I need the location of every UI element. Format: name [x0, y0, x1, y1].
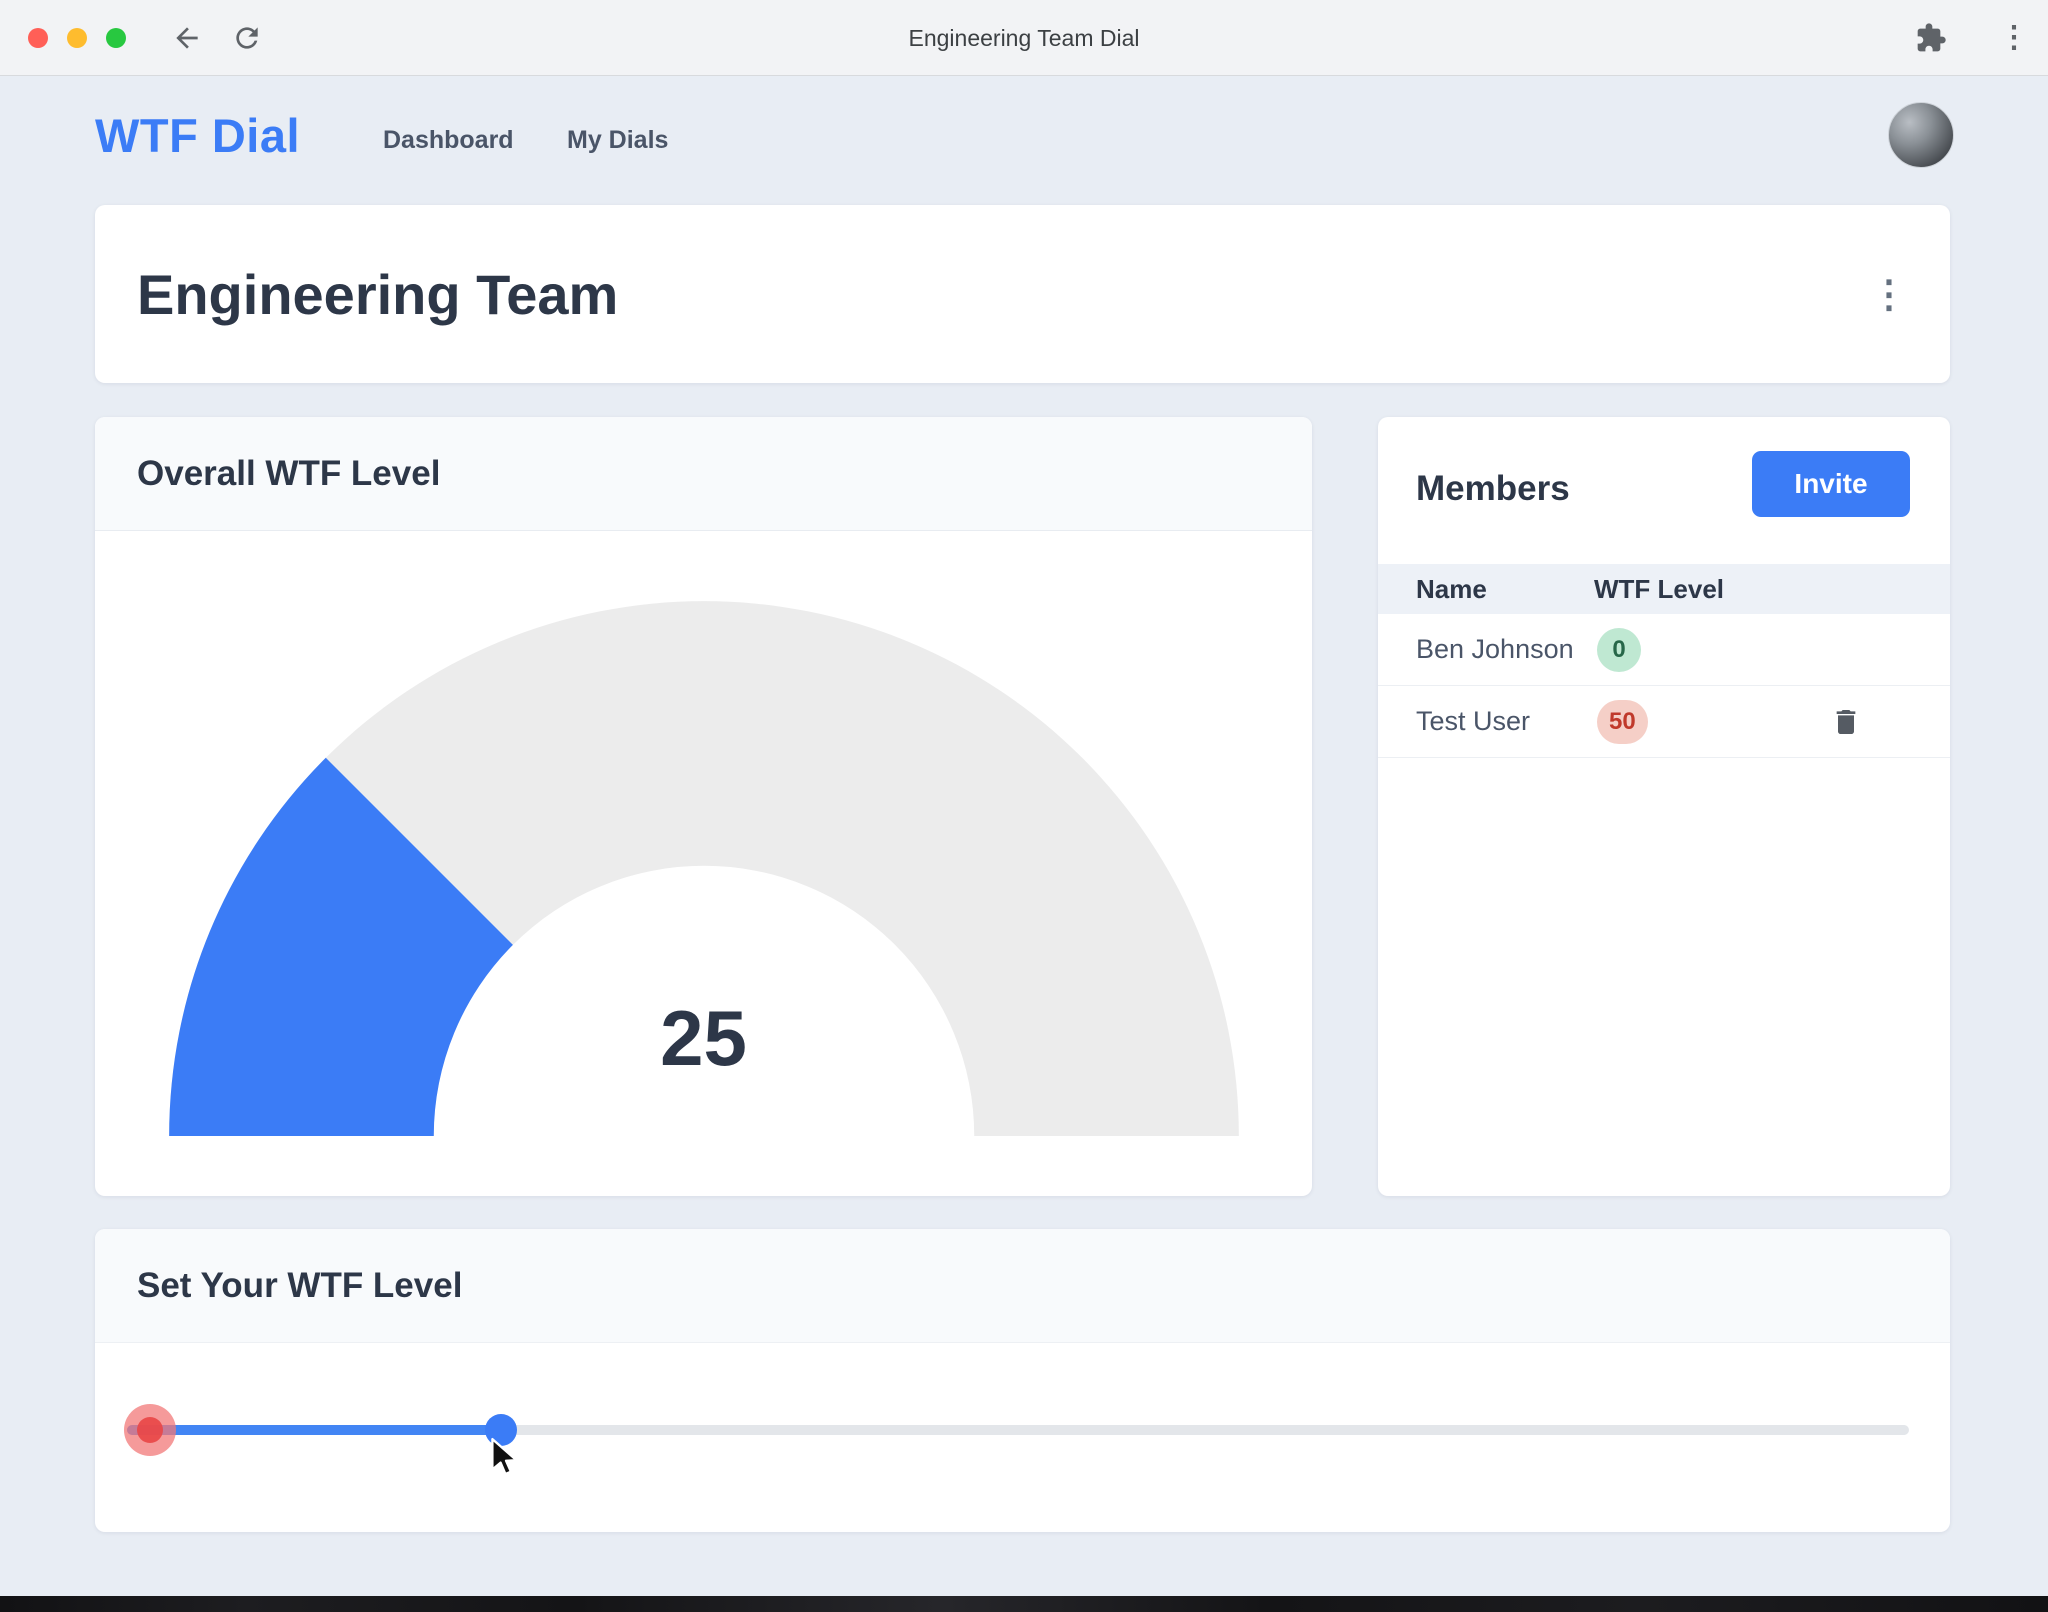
- wtf-level-slider-track[interactable]: [127, 1425, 1909, 1435]
- member-name: Ben Johnson: [1416, 634, 1574, 664]
- nav-item-my-dials[interactable]: My Dials: [567, 126, 669, 154]
- slider-fill: [127, 1425, 502, 1435]
- gauge-card-title: Overall WTF Level: [137, 453, 441, 493]
- set-level-title: Set Your WTF Level: [137, 1265, 463, 1305]
- zoom-window-button[interactable]: [106, 28, 126, 48]
- members-table-header: Name WTF Level: [1378, 564, 1950, 614]
- member-row: Test User 50: [1378, 686, 1950, 758]
- app-logo[interactable]: WTF Dial: [95, 109, 301, 162]
- nav-item-dashboard[interactable]: Dashboard: [383, 126, 514, 154]
- team-menu-kebab-icon[interactable]: ⋮: [1870, 273, 1908, 316]
- extensions-puzzle-icon[interactable]: [1915, 22, 1947, 54]
- member-row: Ben Johnson 0: [1378, 614, 1950, 686]
- gauge-value: 25: [660, 994, 747, 1082]
- wtf-level-badge: 50: [1597, 699, 1648, 744]
- close-window-button[interactable]: [28, 28, 48, 48]
- members-title: Members: [1416, 469, 1570, 508]
- team-header-card: Engineering Team ⋮: [95, 205, 1950, 383]
- wtf-gauge: 25: [141, 573, 1267, 1136]
- wtf-level-slider-thumb[interactable]: [485, 1414, 518, 1446]
- window-title: Engineering Team Dial: [908, 24, 1140, 51]
- set-level-card-header: Set Your WTF Level: [95, 1229, 1950, 1343]
- member-name: Test User: [1416, 706, 1531, 736]
- wtf-level-badge: 0: [1597, 627, 1641, 672]
- browser-menu-icon[interactable]: ⋮: [1999, 21, 2029, 54]
- back-button[interactable]: [171, 22, 203, 54]
- members-card-header: Members Invite: [1378, 417, 1950, 564]
- invite-button[interactable]: Invite: [1752, 451, 1910, 517]
- set-wtf-level-card: Set Your WTF Level: [95, 1229, 1950, 1532]
- page-title: Engineering Team: [137, 262, 619, 326]
- column-header-wtf-level: WTF Level: [1594, 573, 1725, 604]
- user-avatar[interactable]: [1888, 102, 1954, 168]
- minimize-window-button[interactable]: [67, 28, 87, 48]
- reload-button[interactable]: [231, 22, 263, 54]
- wtf-level-slider-zone: [95, 1343, 1950, 1531]
- browser-toolbar: Engineering Team Dial ⋮: [0, 0, 2048, 76]
- dock-edge-strip: [0, 1596, 2048, 1612]
- gauge-card-header: Overall WTF Level: [95, 417, 1312, 531]
- delete-member-trash-icon[interactable]: [1830, 706, 1862, 738]
- gauge-fill-arc: [168, 757, 513, 1136]
- column-header-name: Name: [1416, 573, 1487, 604]
- overall-wtf-card: Overall WTF Level 25: [95, 417, 1312, 1196]
- slider-zero-marker: [124, 1404, 177, 1456]
- members-card: Members Invite Name WTF Level Ben Johnso…: [1378, 417, 1950, 1196]
